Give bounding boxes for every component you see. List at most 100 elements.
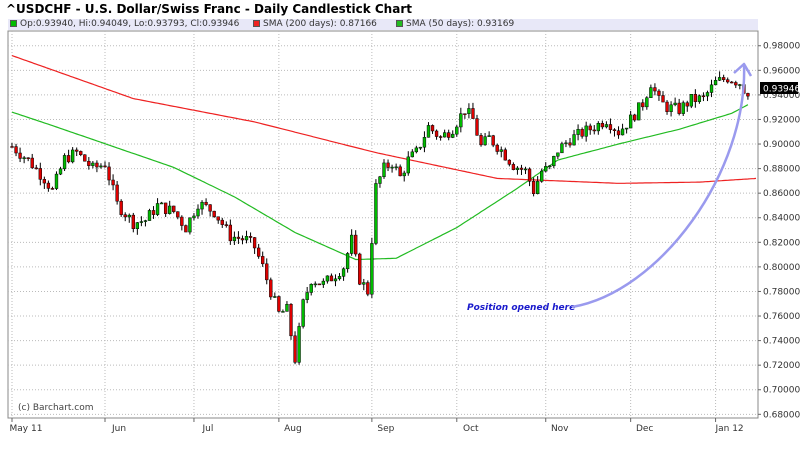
- last-price-box: [760, 82, 798, 94]
- candle-body: [459, 113, 463, 128]
- candle-body: [176, 211, 180, 218]
- candle-body: [188, 217, 192, 233]
- y-tick-label: 0.90000: [763, 140, 800, 150]
- y-tick-label: 0.94000: [763, 91, 800, 101]
- candle-body: [313, 283, 317, 286]
- candle-body: [30, 157, 34, 169]
- legend-sma50-swatch: [396, 20, 403, 27]
- y-tick-label: 0.96000: [763, 66, 800, 76]
- candle-body: [592, 129, 596, 132]
- candle-body: [503, 149, 507, 161]
- candle-body: [600, 123, 605, 128]
- candle-body: [358, 253, 362, 285]
- y-tick-label: 0.82000: [763, 238, 800, 248]
- candle-body: [236, 236, 241, 239]
- x-tick-label: Aug: [284, 424, 302, 434]
- candle-body: [544, 166, 548, 172]
- candle-body: [616, 130, 621, 136]
- x-tick-label: Nov: [551, 424, 569, 434]
- candle-body: [256, 247, 261, 257]
- sma200-line: [11, 55, 757, 184]
- candle-body: [333, 278, 338, 282]
- candle-body: [216, 216, 220, 221]
- candle-body: [511, 164, 516, 170]
- candle-body: [143, 220, 148, 222]
- candle-body: [50, 188, 55, 190]
- candle-body: [75, 149, 79, 152]
- candle-body: [14, 146, 18, 154]
- candle-body: [180, 216, 184, 226]
- candle-body: [252, 237, 257, 249]
- candle-body: [70, 149, 75, 163]
- candle-body: [410, 151, 414, 158]
- candle-body: [588, 125, 592, 131]
- candle-body: [240, 238, 245, 241]
- candle-body: [693, 94, 698, 102]
- candle-body: [717, 77, 722, 81]
- candle-body: [495, 144, 499, 152]
- candle-body: [633, 114, 637, 121]
- copyright-text: (c) Barchart.com: [18, 403, 94, 413]
- candle-body: [58, 168, 63, 175]
- candle-body: [734, 82, 738, 86]
- candle-body: [713, 80, 718, 86]
- sma200-layer: [11, 55, 757, 184]
- candle-body: [382, 162, 386, 178]
- candle-body: [709, 84, 714, 93]
- candle-body: [46, 182, 51, 189]
- candle-body: [552, 155, 556, 167]
- candle-body: [738, 84, 742, 86]
- legend-ohlc-swatch: [10, 20, 17, 27]
- candle-body: [523, 168, 528, 171]
- candle-body: [548, 165, 552, 168]
- candle-body: [442, 132, 447, 138]
- candle-body: [620, 128, 625, 136]
- candle-body: [471, 108, 475, 119]
- candle-body: [103, 165, 107, 168]
- candle-body: [42, 179, 47, 184]
- y-tick-label: 0.78000: [763, 287, 800, 297]
- candles-layer: [10, 71, 750, 365]
- candle-body: [673, 102, 677, 106]
- candle-body: [362, 282, 366, 285]
- candle-body: [79, 151, 83, 155]
- annotation-arrowhead: [733, 62, 753, 77]
- candle-body: [628, 114, 633, 129]
- candle-body: [418, 146, 423, 149]
- candle-body: [402, 172, 406, 177]
- candle-body: [297, 326, 301, 363]
- grid-lines: [7, 30, 759, 419]
- candle-body: [115, 184, 119, 202]
- candle-body: [220, 219, 224, 225]
- candle-body: [281, 311, 285, 313]
- candle-body: [649, 87, 653, 98]
- x-tick-label: May 11: [10, 424, 43, 434]
- candle-body: [612, 129, 617, 131]
- candle-body: [455, 126, 459, 135]
- candle-body: [608, 124, 613, 130]
- candle-body: [669, 104, 673, 112]
- candle-body: [269, 279, 273, 298]
- legend-bar: Op:0.93940, Hi:0.94049, Lo:0.93793, Cl:0…: [8, 19, 758, 30]
- x-tick-label: Oct: [463, 424, 479, 434]
- candle-body: [329, 275, 334, 282]
- candle-body: [721, 77, 726, 80]
- candle-body: [87, 160, 91, 166]
- candle-body: [163, 202, 168, 214]
- candle-body: [430, 125, 435, 132]
- candle-body: [641, 102, 645, 108]
- candle-body: [434, 130, 439, 137]
- candle-body: [107, 166, 111, 181]
- candle-body: [556, 152, 560, 157]
- y-tick-label: 0.80000: [763, 263, 800, 273]
- candle-body: [317, 283, 321, 286]
- candle-body: [414, 147, 419, 153]
- candle-body: [568, 142, 572, 146]
- candle-body: [491, 135, 495, 146]
- legend-sma200-swatch: [253, 20, 260, 27]
- legend-ohlc-text: Op:0.93940, Hi:0.94049, Lo:0.93793, Cl:0…: [20, 19, 240, 29]
- candle-body: [653, 87, 657, 92]
- candle-body: [398, 166, 402, 177]
- candle-body: [212, 210, 216, 217]
- candle-body: [345, 253, 350, 270]
